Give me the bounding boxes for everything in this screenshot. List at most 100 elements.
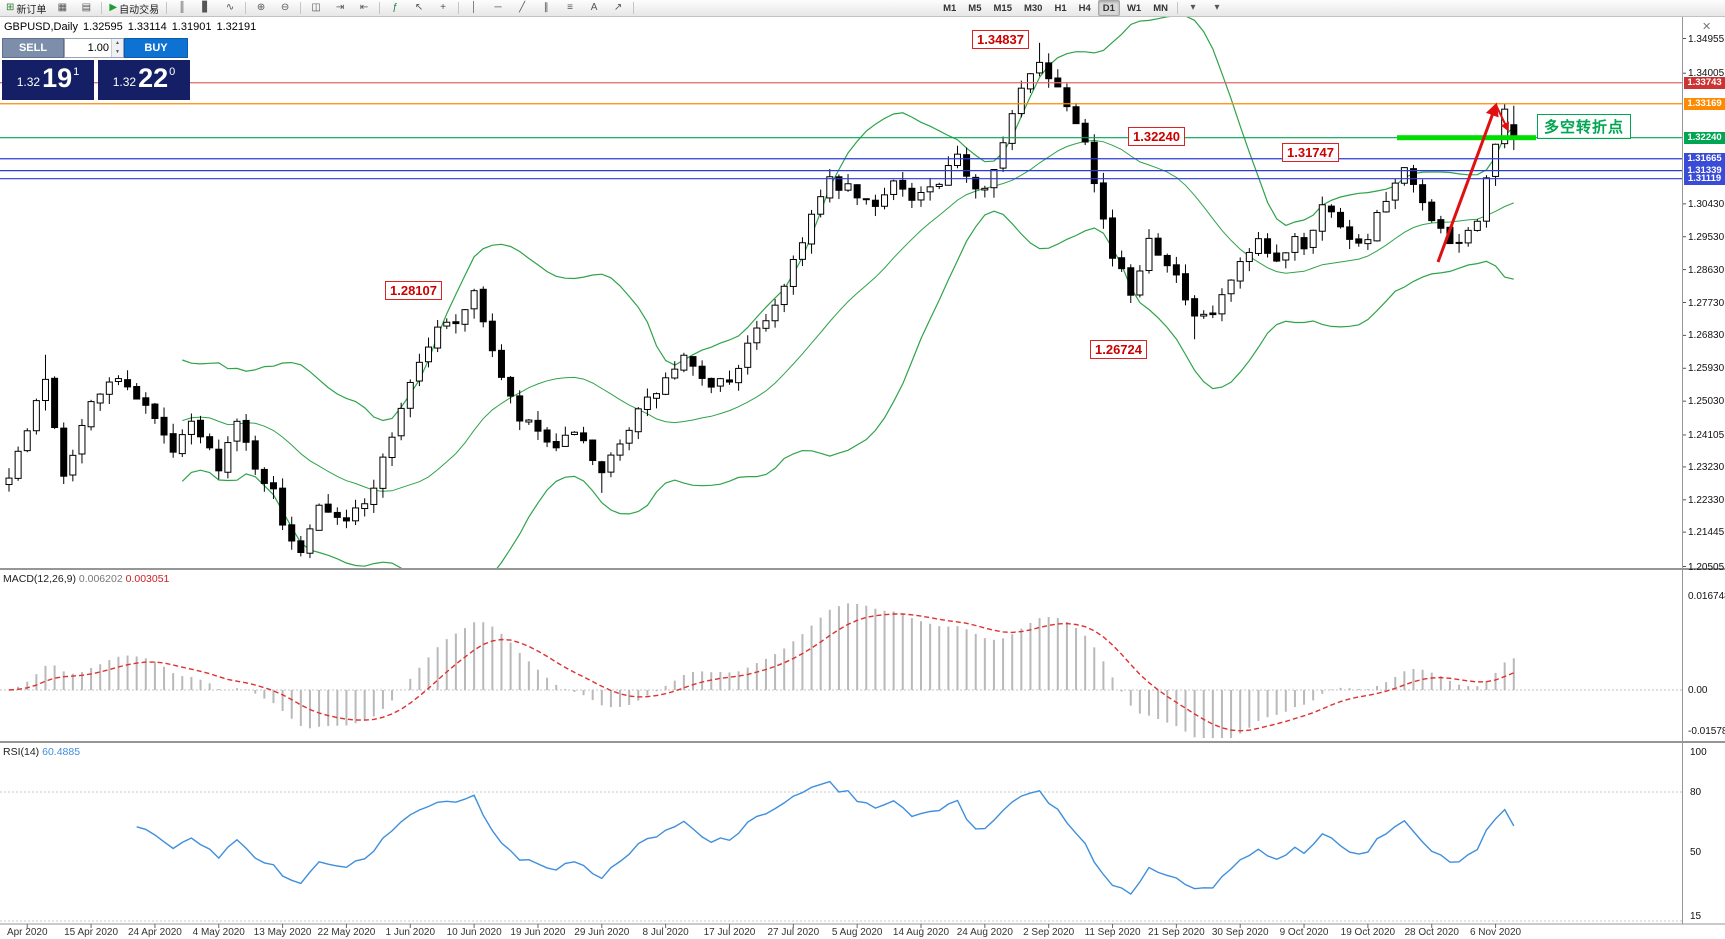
price-axis-label: 1.24105	[1688, 429, 1725, 441]
toolbar-auto-scroll-button[interactable]: ⇥	[329, 0, 351, 17]
toolbar-window-list-button[interactable]: ▾	[1206, 0, 1228, 17]
toolbar-separator	[1176, 2, 1178, 14]
volume-stepper[interactable]: ▲ ▼	[111, 39, 123, 57]
toolbar-cursor-button[interactable]: ↖	[408, 0, 430, 17]
low-value: 1.31901	[171, 21, 212, 33]
toolbar-auto-trading-button[interactable]: ▶ 自动交易	[106, 0, 162, 17]
price-axis-label: 1.27730	[1688, 297, 1725, 309]
price-axis-label: 1.30430	[1688, 198, 1725, 210]
sell-button[interactable]: SELL	[2, 38, 64, 58]
toolbar-fibonacci-button[interactable]: ≡	[559, 0, 581, 17]
volume-value[interactable]: 1.00	[87, 42, 109, 54]
ask-pips: 22	[138, 63, 169, 93]
tile-windows-icon: ◫	[311, 2, 321, 13]
pullback-arrow[interactable]	[1495, 104, 1509, 132]
timeframe-W1[interactable]: W1	[1126, 2, 1142, 14]
timeframe-M15[interactable]: M15	[993, 2, 1012, 14]
timeframe-H1[interactable]: H1	[1054, 2, 1067, 14]
toolbar-trendline-button[interactable]: ╱	[511, 0, 533, 17]
toolbar-indicators-button[interactable]: ƒ	[384, 0, 406, 17]
close-chart-icon[interactable]: ✕	[1702, 21, 1712, 33]
timeframe-MN[interactable]: MN	[1153, 2, 1168, 14]
trend-arrow[interactable]	[1436, 102, 1499, 263]
date-axis-label: 6 Nov 2020	[1469, 927, 1522, 938]
toolbar-new-order-button[interactable]: ⊞ 新订单	[3, 0, 49, 17]
ask-prefix: 1.32	[112, 75, 137, 89]
macd-axis-label: 0.00	[1688, 685, 1708, 696]
price-axis-label: 1.34955	[1688, 33, 1725, 45]
toolbar-tile-windows-button[interactable]: ◫	[305, 0, 327, 17]
macd-axis-label: -0.015783	[1688, 726, 1725, 737]
rsi-layer	[0, 780, 1682, 922]
toolbar-separator	[458, 2, 460, 14]
toolbar-profiles-button[interactable]: ▤	[75, 0, 97, 17]
date-axis-label: 21 Sep 2020	[1148, 927, 1205, 938]
toolbar-arrows-tool-button[interactable]: ↗	[607, 0, 629, 17]
buy-button[interactable]: BUY	[124, 38, 188, 58]
date-axis-label: 10 Jun 2020	[446, 927, 502, 938]
timeframe-M5[interactable]: M5	[968, 2, 982, 14]
auto-scroll-icon: ⇥	[335, 2, 345, 13]
price-annotation-1.31747[interactable]: 1.31747	[1282, 143, 1339, 162]
toolbar-vertical-line-button[interactable]: │	[463, 0, 485, 17]
volume-input[interactable]: 1.00 ▲ ▼	[64, 38, 124, 58]
bid-pips: 19	[42, 63, 73, 93]
rsi-axis-label: 100	[1690, 747, 1707, 758]
toolbar-chart-shift-button[interactable]: ⇤	[353, 0, 375, 17]
volume-down-icon[interactable]: ▼	[112, 48, 123, 57]
macd-layer	[0, 603, 1682, 738]
close-value: 1.32191	[216, 21, 257, 33]
toolbar-channel-button[interactable]: ∥	[535, 0, 557, 17]
toolbar-line-chart-button[interactable]: ∿	[219, 0, 241, 17]
toolbar: ⊞ 新订单 ▦ ▤ ▶ 自动交易 ║ ▋ ∿ ⊕ ⊖ ◫ ⇥ ⇤ ƒ ↖ + │ ─ ╱ ∥ ≡ A ↗ M1 M5 M15 M30 H…	[0, 0, 1725, 17]
date-axis-label: 9 Oct 2020	[1279, 927, 1329, 938]
timeframe-switcher: M1 M5 M15 M30 H1 H4 D1 W1 MN	[937, 0, 1174, 16]
turning-point-note[interactable]: 多空转折点	[1537, 114, 1632, 139]
rsi-name: RSI(14)	[3, 746, 40, 758]
timeframe-H4[interactable]: H4	[1078, 2, 1091, 14]
chart-window-icon: ▦	[57, 2, 68, 13]
price-annotation-1.28107[interactable]: 1.28107	[385, 281, 442, 300]
ohlc-header: GBPUSD,Daily 1.32595 1.33114 1.31901 1.32191	[4, 21, 261, 33]
horizontal-line-icon: ─	[494, 2, 502, 13]
rsi-axis-label: 50	[1690, 847, 1702, 858]
support-highlight-segment[interactable]	[1397, 135, 1536, 141]
date-axis-label: 13 May 2020	[253, 927, 312, 938]
macd-axis-label: 0.016748	[1688, 591, 1725, 603]
date-axis-label: 8 Jul 2020	[642, 927, 689, 938]
toolbar-crosshair-button[interactable]: +	[432, 0, 454, 17]
bid-quote: 1.32 19 1	[2, 60, 94, 100]
toolbar-chart-window-button[interactable]: ▦	[51, 0, 73, 17]
toolbar-zoom-out-button[interactable]: ⊖	[274, 0, 296, 17]
rsi-label: RSI(14) 60.4885	[3, 746, 80, 758]
toolbar-text-tool-button[interactable]: A	[583, 0, 605, 17]
price-annotation-1.34837[interactable]: 1.34837	[972, 30, 1029, 49]
toolbar-zoom-in-button[interactable]: ⊕	[250, 0, 272, 17]
date-axis-label: 15 Apr 2020	[64, 927, 119, 938]
bollinger-bands	[181, 17, 1515, 568]
timeframe-D1[interactable]: D1	[1097, 0, 1120, 16]
rsi-axis-label: 80	[1690, 787, 1702, 798]
toolbar-bar-chart-button[interactable]: ║	[171, 0, 193, 17]
date-axis-label: 29 Jun 2020	[574, 927, 630, 938]
bid-point: 1	[73, 66, 80, 78]
price-annotation-1.26724[interactable]: 1.26724	[1090, 340, 1147, 359]
price-annotation-1.32240[interactable]: 1.32240	[1128, 127, 1185, 146]
trendline-icon: ╱	[519, 2, 526, 13]
toolbar-candlestick-chart-button[interactable]: ▋	[195, 0, 217, 17]
date-axis-label: 28 Oct 2020	[1404, 927, 1459, 938]
window-list-icon: ▾	[1214, 2, 1220, 13]
timeframe-M30[interactable]: M30	[1023, 2, 1043, 14]
price-axis-label: 1.25030	[1688, 396, 1725, 408]
line-chart-icon: ∿	[225, 2, 235, 13]
price-tag-1.32240: 1.32240	[1684, 131, 1725, 144]
toolbar-horizontal-line-button[interactable]: ─	[487, 0, 509, 17]
toolbar-separator	[101, 2, 103, 14]
toolbar-templates-button[interactable]: ▾	[1182, 0, 1204, 17]
price-axis-label: 1.20505	[1688, 561, 1725, 573]
timeframe-M1[interactable]: M1	[943, 2, 957, 14]
volume-up-icon[interactable]: ▲	[112, 39, 123, 48]
date-axis-label: 30 Sep 2020	[1211, 927, 1269, 938]
